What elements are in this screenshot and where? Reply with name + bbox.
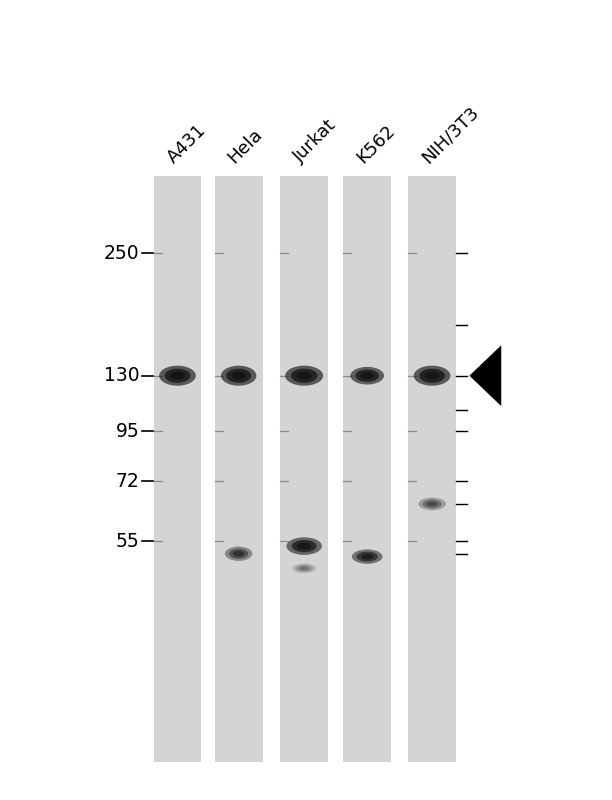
Ellipse shape: [286, 538, 322, 555]
Ellipse shape: [225, 546, 253, 561]
Text: 130: 130: [104, 366, 140, 385]
Ellipse shape: [297, 372, 312, 380]
Bar: [280, 176, 328, 762]
Ellipse shape: [226, 369, 251, 382]
Bar: [408, 176, 456, 762]
Ellipse shape: [285, 366, 323, 386]
Ellipse shape: [231, 372, 246, 380]
Ellipse shape: [427, 502, 438, 506]
Bar: [154, 176, 201, 762]
Ellipse shape: [356, 370, 379, 382]
Ellipse shape: [414, 366, 450, 386]
Text: 72: 72: [116, 471, 140, 490]
Ellipse shape: [350, 367, 384, 385]
Ellipse shape: [170, 372, 185, 380]
Ellipse shape: [425, 372, 439, 380]
Text: 250: 250: [104, 244, 140, 262]
Bar: [343, 176, 391, 762]
Ellipse shape: [352, 550, 382, 564]
Ellipse shape: [419, 369, 445, 382]
Text: Jurkat: Jurkat: [290, 117, 340, 166]
Ellipse shape: [361, 554, 373, 559]
Ellipse shape: [419, 498, 446, 510]
Text: 55: 55: [116, 532, 140, 551]
Ellipse shape: [229, 549, 248, 558]
Ellipse shape: [221, 366, 256, 386]
Ellipse shape: [422, 499, 442, 509]
Ellipse shape: [233, 551, 244, 557]
Bar: [215, 176, 263, 762]
Text: A431: A431: [163, 121, 209, 166]
Ellipse shape: [297, 542, 312, 550]
Text: 95: 95: [116, 422, 140, 441]
Polygon shape: [469, 346, 501, 406]
Ellipse shape: [159, 366, 196, 386]
Ellipse shape: [299, 566, 309, 570]
Ellipse shape: [165, 369, 190, 382]
Ellipse shape: [296, 565, 312, 572]
Text: Hela: Hela: [225, 125, 266, 166]
Ellipse shape: [293, 563, 316, 573]
Ellipse shape: [360, 372, 374, 379]
Text: K562: K562: [353, 121, 398, 166]
Ellipse shape: [356, 552, 378, 562]
Ellipse shape: [291, 369, 318, 382]
Ellipse shape: [292, 540, 316, 552]
Text: NIH/3T3: NIH/3T3: [418, 102, 482, 166]
